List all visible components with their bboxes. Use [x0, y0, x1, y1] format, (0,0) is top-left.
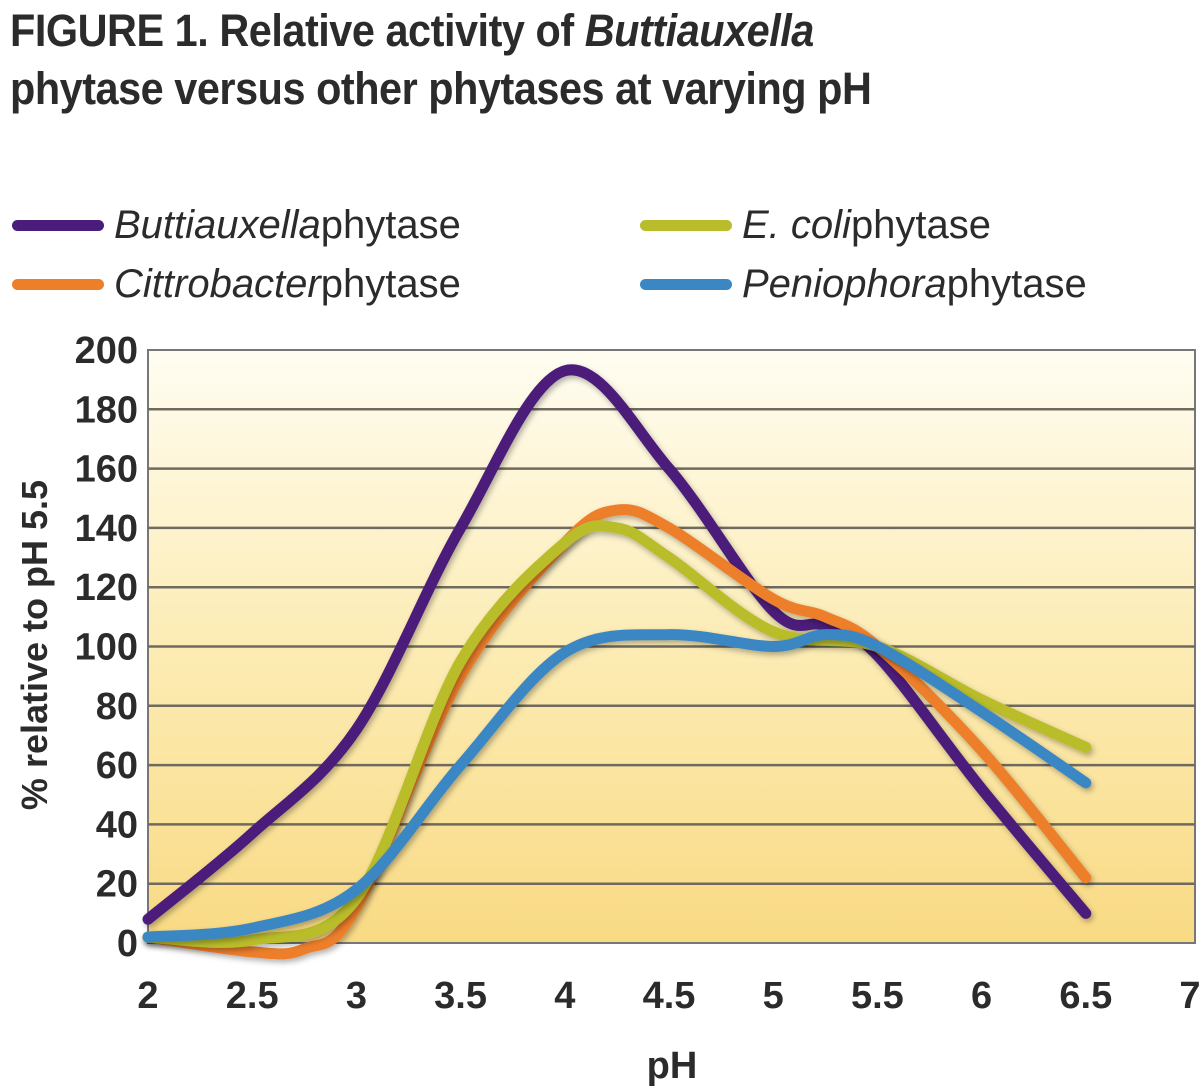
y-tick-label: 140 [75, 508, 138, 550]
y-tick-label: 40 [96, 804, 138, 846]
y-tick-label: 0 [117, 923, 138, 965]
y-tick-label: 80 [96, 686, 138, 728]
y-tick-label: 100 [75, 627, 138, 669]
legend-item-ecoli: E. coli phytase [640, 203, 991, 248]
chart-title: FIGURE 1. Relative activity of Buttiauxe… [10, 2, 872, 118]
x-tick-label: 3.5 [434, 975, 487, 1017]
x-tick-label: 2 [137, 975, 158, 1017]
x-tick-label: 6.5 [1059, 975, 1112, 1017]
series-line-0 [142, 364, 1092, 925]
legend-item-peniophora: Peniophora phytase [640, 262, 1087, 307]
x-tick-label: 4 [554, 975, 575, 1017]
legend-item-buttiauxella: Buttiauxella phytase [12, 203, 461, 248]
legend-label: Peniophora [742, 262, 947, 306]
x-tick-label: 6 [971, 975, 992, 1017]
legend-label: phytase [850, 203, 992, 247]
y-tick-label: 120 [75, 567, 138, 609]
y-tick-label: 20 [96, 864, 138, 906]
legend-item-cittrobacter: Cittrobacter phytase [12, 262, 461, 307]
series-line-3 [142, 629, 1092, 943]
legend-swatch [12, 279, 104, 290]
legend-label: E. coli [742, 203, 851, 247]
series-line-1 [142, 504, 1092, 960]
x-tick-label: 7 [1179, 975, 1200, 1017]
title-line1: FIGURE 1. Relative activity of [10, 5, 585, 56]
legend-label: phytase [946, 262, 1087, 306]
legend-label: phytase [320, 262, 461, 306]
legend-label: Cittrobacter [114, 262, 321, 306]
y-tick-label: 180 [75, 389, 138, 431]
x-axis-label: pH [647, 1045, 698, 1087]
x-tick-label: 4.5 [643, 975, 696, 1017]
legend-label: Buttiauxella [114, 203, 321, 247]
x-tick-label: 2.5 [226, 975, 279, 1017]
x-tick-label: 5.5 [851, 975, 904, 1017]
legend-swatch [12, 220, 104, 231]
legend-swatch [640, 220, 732, 231]
y-tick-label: 60 [96, 745, 138, 787]
y-tick-label: 200 [75, 330, 138, 372]
title-line2: phytase versus other phytases at varying… [10, 63, 872, 114]
y-tick-label: 160 [75, 449, 138, 491]
title-italic: Buttiauxella [584, 5, 815, 56]
legend-label: phytase [320, 203, 461, 247]
x-tick-label: 3 [346, 975, 367, 1017]
legend-swatch [640, 279, 732, 290]
x-tick-label: 5 [763, 975, 784, 1017]
